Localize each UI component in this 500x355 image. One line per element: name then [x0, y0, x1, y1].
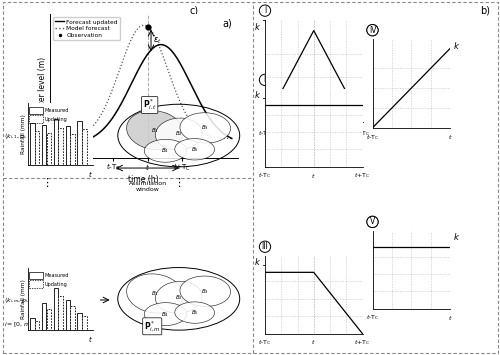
Bar [29, 280, 43, 288]
Bar [70, 134, 75, 165]
Text: Updating: Updating [44, 117, 67, 122]
Text: I: I [264, 6, 266, 15]
Text: Measured: Measured [44, 108, 69, 113]
Text: $t$-T$_\mathrm{C}$: $t$-T$_\mathrm{C}$ [366, 313, 379, 322]
Text: III: III [262, 242, 268, 251]
Text: $t$: $t$ [448, 133, 452, 141]
Ellipse shape [156, 282, 202, 313]
Bar [58, 296, 63, 330]
Bar [42, 303, 46, 330]
Y-axis label: Water level (m): Water level (m) [38, 56, 47, 116]
Y-axis label: Rainfall (mm): Rainfall (mm) [21, 114, 26, 154]
Ellipse shape [126, 274, 183, 313]
Text: $t$-T$_\mathrm{C}$: $t$-T$_\mathrm{C}$ [258, 171, 272, 180]
Text: $\varepsilon_t$: $\varepsilon_t$ [153, 35, 162, 46]
Text: $t$: $t$ [88, 334, 92, 344]
Bar [35, 321, 40, 330]
Text: $B_4$: $B_4$ [162, 310, 170, 318]
Text: Updating: Updating [44, 282, 67, 287]
Text: $k$: $k$ [254, 21, 261, 32]
Text: $\mathbf{P}^*_{i,t}$: $\mathbf{P}^*_{i,t}$ [142, 98, 156, 112]
Text: $\mathbf{P}^*_{i,m}$: $\mathbf{P}^*_{i,m}$ [144, 319, 160, 334]
Text: $t$+T$_\mathrm{C}$: $t$+T$_\mathrm{C}$ [354, 129, 370, 137]
Text: V: V [370, 217, 375, 226]
Text: a): a) [222, 18, 232, 28]
Text: $t$-T$_\mathrm{C}$: $t$-T$_\mathrm{C}$ [366, 133, 379, 142]
Bar [66, 300, 70, 330]
Ellipse shape [144, 140, 186, 162]
Bar [30, 318, 34, 330]
Text: $\vdots$: $\vdots$ [174, 176, 182, 189]
Text: $t$: $t$ [88, 169, 92, 179]
Bar [78, 313, 82, 330]
Text: $t$: $t$ [312, 338, 316, 346]
Text: IV: IV [369, 26, 376, 35]
Ellipse shape [175, 302, 214, 323]
Text: V: V [370, 217, 375, 226]
Bar [29, 272, 43, 279]
Y-axis label: Rainfall (mm): Rainfall (mm) [21, 279, 26, 319]
Text: $t$+T$_\mathrm{C}$: $t$+T$_\mathrm{C}$ [354, 171, 370, 180]
Bar [82, 129, 86, 165]
Text: $B_3$: $B_3$ [202, 124, 209, 132]
Ellipse shape [126, 111, 183, 150]
Legend: Forecast updated, Model forecast, Observation: Forecast updated, Model forecast, Observ… [53, 17, 120, 40]
Text: $k$: $k$ [254, 256, 261, 267]
Bar [46, 309, 51, 330]
Text: $t$+T$_\mathrm{C}$: $t$+T$_\mathrm{C}$ [354, 338, 370, 347]
Bar [54, 119, 58, 165]
Text: Measured: Measured [44, 273, 69, 278]
Bar [29, 107, 43, 114]
Text: $B_5$: $B_5$ [190, 308, 198, 317]
Text: c): c) [190, 5, 199, 15]
Text: $i=[0,m]$: $i=[0,m]$ [4, 321, 33, 329]
Text: $B_1$: $B_1$ [151, 289, 159, 298]
Text: $B_3$: $B_3$ [202, 287, 209, 296]
Ellipse shape [156, 118, 202, 150]
Bar [42, 125, 46, 165]
Text: $t$-T$_\mathrm{C}$: $t$-T$_\mathrm{C}$ [258, 338, 272, 347]
Text: Assimilation
window: Assimilation window [128, 181, 166, 192]
Ellipse shape [180, 276, 230, 306]
Bar [58, 128, 63, 165]
Text: $B_4$: $B_4$ [162, 146, 170, 155]
Text: $t$: $t$ [448, 313, 452, 322]
Text: $k$: $k$ [254, 89, 261, 100]
Bar [35, 131, 40, 165]
Text: IV: IV [369, 26, 376, 35]
Bar [54, 288, 58, 330]
Text: $B_2$: $B_2$ [175, 293, 182, 302]
Ellipse shape [144, 303, 186, 326]
Text: $k$: $k$ [453, 231, 460, 242]
Text: $\langle k_{i,1},p_{i,1}\rangle$: $\langle k_{i,1},p_{i,1}\rangle$ [4, 132, 34, 141]
Bar [46, 133, 51, 165]
Text: $\vdots$: $\vdots$ [41, 176, 49, 189]
Text: II: II [263, 75, 267, 84]
Bar [70, 306, 75, 330]
Bar [30, 123, 34, 165]
Text: $\langle k_{i,m},p_{i,m}\rangle$: $\langle k_{i,m},p_{i,m}\rangle$ [4, 295, 37, 305]
Bar [66, 126, 70, 165]
Text: $t$: $t$ [312, 129, 316, 137]
Ellipse shape [180, 113, 230, 143]
Text: $t$: $t$ [312, 171, 316, 180]
Text: $B_2$: $B_2$ [175, 130, 182, 138]
Bar [82, 316, 86, 330]
Text: b): b) [480, 5, 490, 15]
Bar [78, 121, 82, 165]
Ellipse shape [175, 138, 214, 160]
Text: $t$-T$_\mathrm{C}$: $t$-T$_\mathrm{C}$ [258, 129, 272, 137]
Text: $k$: $k$ [453, 40, 460, 51]
Bar [29, 115, 43, 123]
X-axis label: time (h): time (h) [128, 175, 159, 184]
Text: $B_1$: $B_1$ [151, 126, 159, 135]
Text: $B_5$: $B_5$ [190, 145, 198, 154]
